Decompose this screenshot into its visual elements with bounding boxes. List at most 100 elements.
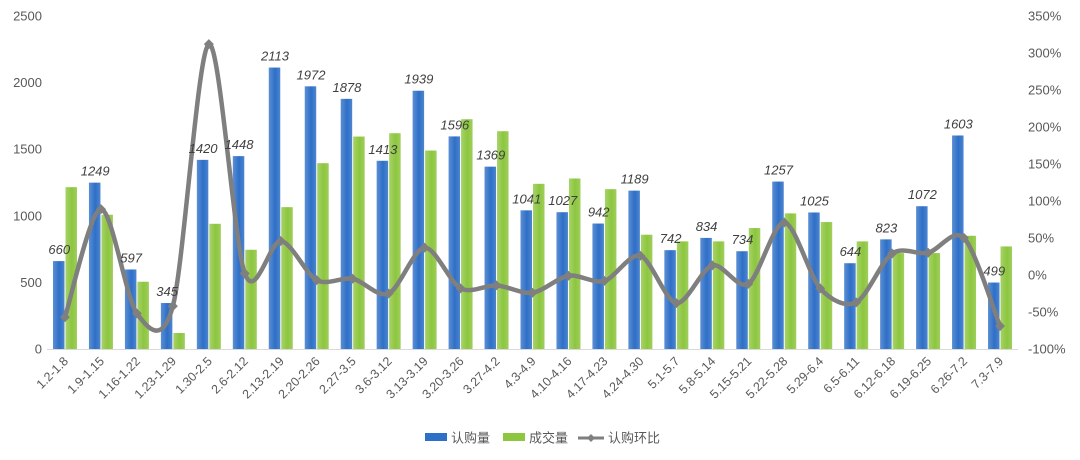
bar-subscription [592, 223, 604, 349]
y-axis-right-tick-label: 100% [1028, 194, 1062, 209]
line-point-marker [239, 268, 250, 279]
line-point-marker [563, 270, 574, 281]
x-axis-tick-label: 5.29-6.4 [784, 354, 826, 396]
y-axis-right-tick-label: -50% [1028, 305, 1059, 320]
bar-data-label: 345 [156, 284, 178, 299]
bar-subscription [916, 206, 928, 349]
line-point-marker [599, 275, 610, 286]
bar-data-label: 644 [840, 244, 862, 259]
legend-label: 认购环比 [608, 431, 660, 446]
x-axis-tick-label: 6.26-7.2 [928, 354, 970, 396]
bar-data-label: 1603 [944, 116, 974, 131]
bar-data-label: 660 [48, 242, 70, 257]
bar-subscription [52, 261, 65, 349]
y-axis-right-tick-label: -100% [1028, 342, 1066, 357]
bar-subscription [736, 251, 748, 349]
line-point-marker [311, 275, 322, 286]
line-point-marker [995, 321, 1006, 332]
bar-subscription [196, 159, 209, 349]
bar-data-label: 1878 [332, 80, 362, 95]
bars-group [52, 67, 1013, 350]
line-point-marker [275, 235, 286, 246]
x-axis-tick-label: 3.27-4.2 [460, 354, 502, 396]
bar-data-label: 942 [588, 205, 610, 220]
legend-label: 成交量 [529, 431, 568, 446]
line-point-marker [455, 283, 466, 294]
bar-subscription [304, 86, 317, 350]
legend-marker [587, 434, 595, 442]
y-axis-right-tick-label: 50% [1028, 231, 1054, 246]
y-axis-left-tick-label: 1500 [13, 142, 42, 157]
y-axis-right-tick-label: 350% [1028, 9, 1062, 24]
legend-label: 认购量 [451, 431, 490, 446]
line-group [59, 39, 1006, 333]
x-axis-tick-label: 7.3-7.9 [969, 354, 1006, 391]
bar-transaction [245, 249, 257, 349]
bar-transaction [137, 281, 149, 349]
bar-data-label: 823 [876, 220, 898, 235]
y-axis-right-tick-label: 250% [1028, 83, 1062, 98]
bar-transaction [461, 119, 473, 349]
bar-data-label: 1420 [189, 141, 219, 156]
bar-subscription [628, 190, 640, 349]
x-axis-tick-label: 1.30-2.5 [173, 354, 215, 396]
bar-data-label: 1041 [512, 191, 541, 206]
data-labels-group: 660 1249 597 345 1420 1448 2113 1972 1878 1413 193… [48, 49, 1005, 299]
bar-data-label: 1025 [800, 193, 830, 208]
bar-transaction [748, 228, 761, 349]
bar-transaction [101, 214, 113, 349]
line-point-marker [851, 297, 862, 308]
line-point-marker [167, 301, 178, 312]
bar-data-label: 1596 [440, 117, 470, 132]
bar-data-label: 2113 [260, 49, 290, 64]
bar-transaction [892, 253, 905, 349]
line-point-marker [959, 233, 970, 243]
line-point-marker [527, 287, 538, 298]
bar-subscription [484, 166, 497, 349]
bar-data-label: 1072 [908, 187, 938, 202]
y-axis-right-tick-label: 150% [1028, 157, 1062, 172]
bar-data-label: 1413 [368, 142, 398, 157]
bar-transaction [497, 131, 509, 349]
bar-data-label: 597 [120, 250, 142, 265]
bar-subscription [412, 90, 425, 350]
bar-transaction [533, 183, 545, 349]
line-point-marker [779, 217, 790, 228]
bar-transaction [712, 241, 725, 349]
bar-transaction [568, 178, 581, 349]
y-axis-right-tick-label: 200% [1028, 120, 1062, 135]
bar-transaction [317, 163, 329, 349]
bar-data-label: 499 [983, 264, 1005, 279]
line-point-marker [707, 260, 718, 271]
line-point-marker [95, 204, 106, 215]
bar-subscription [448, 136, 461, 349]
bar-data-label: 734 [732, 232, 754, 247]
y-axis-left-tick-label: 2000 [13, 75, 42, 90]
bar-transaction [353, 136, 365, 349]
line-point-marker [419, 242, 430, 253]
y-axis-right-tick-label: 0% [1028, 268, 1047, 283]
bar-transaction [173, 333, 185, 349]
bar-transaction [209, 223, 221, 349]
bar-transaction [928, 253, 941, 349]
bar-transaction [389, 133, 401, 349]
bar-subscription [88, 182, 101, 349]
line-point-marker [887, 248, 898, 259]
bar-transaction [65, 187, 77, 349]
bar-transaction [820, 222, 833, 349]
bar-data-label: 1448 [225, 137, 255, 152]
bar-transaction [640, 234, 653, 349]
bar-transaction [964, 235, 977, 349]
bar-data-label: 1257 [764, 163, 794, 178]
line-point-marker [383, 288, 394, 299]
bar-subscription [772, 181, 784, 349]
bar-data-label: 1369 [476, 148, 505, 163]
bar-data-label: 1939 [404, 72, 433, 87]
bar-data-label: 1972 [297, 67, 327, 82]
bar-subscription [988, 282, 1000, 349]
bar-transaction [1000, 246, 1013, 349]
bar-transaction [676, 241, 689, 349]
bar-subscription [124, 269, 137, 349]
legend-swatch [503, 433, 525, 441]
y-axis-left-tick-label: 500 [20, 275, 42, 290]
